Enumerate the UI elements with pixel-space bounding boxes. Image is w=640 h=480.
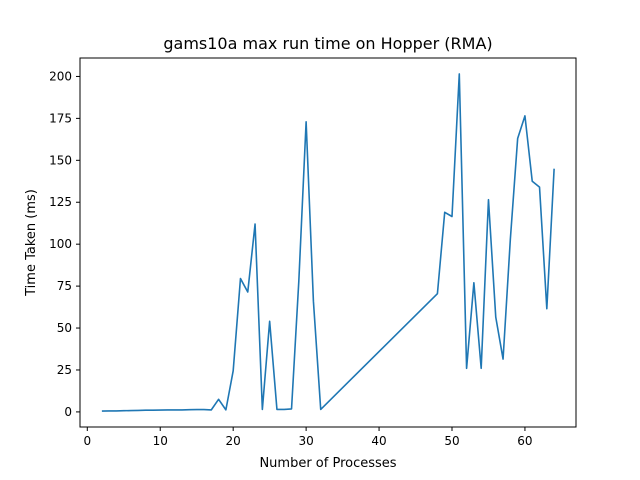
plot-area (101, 73, 555, 412)
y-tick-label: 50 (57, 321, 72, 335)
series-line (101, 73, 555, 412)
y-tick-label: 175 (49, 111, 72, 125)
x-axis: 0 10 20 30 40 50 60 (83, 427, 533, 448)
x-tick-label: 0 (83, 434, 91, 448)
x-tick-label: 10 (153, 434, 168, 448)
y-tick-label: 0 (64, 405, 72, 419)
y-axis-label: Time Taken (ms) (24, 189, 39, 297)
y-axis: 0 25 50 75 100 125 150 175 200 (49, 69, 80, 419)
y-tick-label: 100 (49, 237, 72, 251)
x-tick-label: 40 (371, 434, 386, 448)
x-tick-label: 60 (517, 434, 532, 448)
y-tick-label: 75 (57, 279, 72, 293)
x-tick-label: 50 (444, 434, 459, 448)
x-tick-label: 30 (298, 434, 313, 448)
x-axis-label: Number of Processes (259, 456, 396, 471)
y-tick-label: 25 (57, 363, 72, 377)
y-tick-label: 200 (49, 69, 72, 83)
y-tick-label: 125 (49, 195, 72, 209)
chart-title: gams10a max run time on Hopper (RMA) (163, 34, 492, 53)
plot-frame (79, 57, 577, 428)
y-tick-label: 150 (49, 153, 72, 167)
x-tick-label: 20 (226, 434, 241, 448)
